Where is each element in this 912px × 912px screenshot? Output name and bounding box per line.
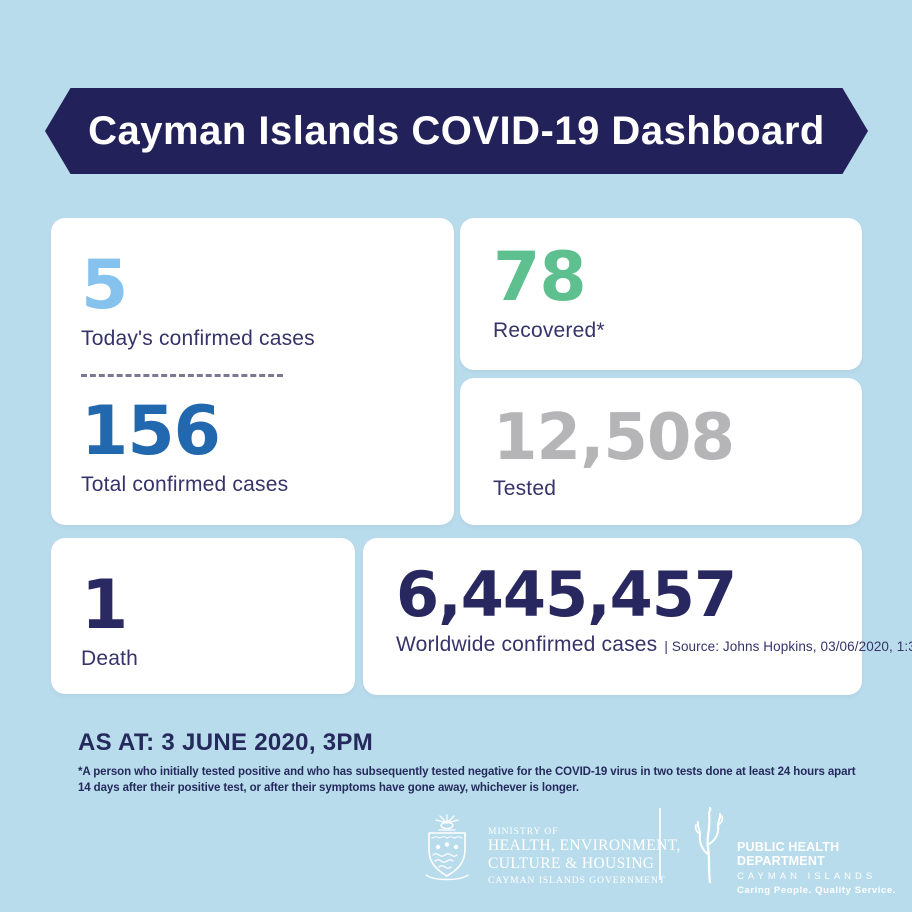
worldwide-card: 6,445,457 Worldwide confirmed cases | So… <box>363 538 912 695</box>
title-banner: Cayman Islands COVID-19 Dashboard <box>45 88 868 174</box>
total-cases-value: 156 <box>81 392 221 471</box>
ministry-logo-text: MINISTRY OF HEALTH, ENVIRONMENT, CULTURE… <box>488 827 681 886</box>
phd-name: PUBLIC HEALTH DEPARTMENT <box>737 840 840 868</box>
death-value: 1 <box>81 566 128 645</box>
logo-divider <box>659 808 661 880</box>
death-card: 1 Death <box>51 538 355 694</box>
todays-cases-stat: 5 Today's confirmed cases <box>81 252 426 351</box>
recovered-footnote: *A person who initially tested positive … <box>78 766 856 795</box>
phd-region: CAYMAN ISLANDS <box>737 871 877 882</box>
tested-value: 12,508 <box>493 401 735 475</box>
total-cases-stat: 156 Total confirmed cases <box>81 398 426 497</box>
worldwide-label: Worldwide confirmed cases <box>396 633 658 656</box>
ministry-sub: CAYMAN ISLANDS GOVERNMENT <box>488 875 666 886</box>
public-health-logo-text: PUBLIC HEALTH DEPARTMENT CAYMAN ISLANDS … <box>737 840 912 896</box>
todays-cases-value: 5 <box>81 246 128 325</box>
as-at-date: AS AT: 3 JUNE 2020, 3PM <box>78 729 374 756</box>
confirmed-cases-card: 5 Today's confirmed cases 156 Total conf… <box>51 218 454 525</box>
todays-cases-label: Today's confirmed cases <box>81 327 315 350</box>
recovered-value: 78 <box>493 238 587 317</box>
ministry-name-line1: HEALTH, ENVIRONMENT, <box>488 837 681 854</box>
worldwide-source: | Source: Johns Hopkins, 03/06/2020, 1:3… <box>664 639 912 654</box>
page-title: Cayman Islands COVID-19 Dashboard <box>88 108 825 153</box>
coral-icon <box>686 806 734 886</box>
recovered-label: Recovered* <box>493 319 605 342</box>
tested-label: Tested <box>493 477 557 500</box>
worldwide-value: 6,445,457 <box>396 558 737 631</box>
total-cases-label: Total confirmed cases <box>81 473 289 496</box>
tested-card: 12,508 Tested <box>460 378 862 525</box>
ministry-name-line2: CULTURE & HOUSING <box>488 854 655 872</box>
phd-tagline: Caring People. Quality Service. <box>737 885 897 896</box>
ministry-eyebrow: MINISTRY OF <box>488 827 559 837</box>
dashed-divider <box>81 374 283 377</box>
death-label: Death <box>81 647 139 670</box>
cayman-coat-of-arms-icon <box>421 810 473 882</box>
recovered-card: 78 Recovered* <box>460 218 862 370</box>
